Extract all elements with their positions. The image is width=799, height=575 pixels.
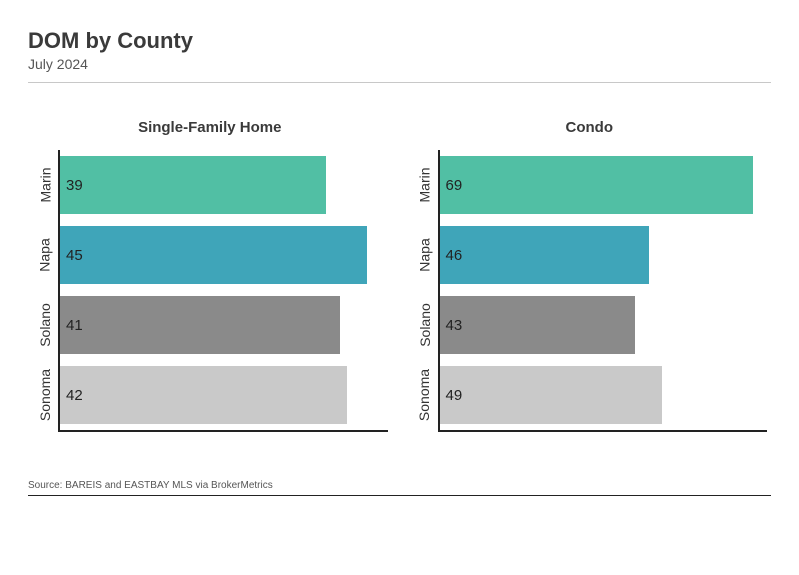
y-axis-label: Napa xyxy=(412,220,438,290)
bar-value: 41 xyxy=(66,317,83,334)
chart-panel: Condo Marin 69 Napa 46 Solano 43 Sonoma 49 xyxy=(412,119,768,432)
bar-track: 41 xyxy=(58,290,388,360)
bar-track: 69 xyxy=(438,150,768,220)
bar-value: 42 xyxy=(66,387,83,404)
bar: 43 xyxy=(440,296,636,354)
bar-row: Marin 39 xyxy=(32,150,388,220)
charts-container: Single-Family HomeMarin39Napa45Solano41S… xyxy=(28,119,771,432)
bar-value: 69 xyxy=(446,177,463,194)
y-axis-label: Sonoma xyxy=(412,360,438,430)
bar-track: 39 xyxy=(58,150,388,220)
source-text: Source: BAREIS and EASTBAY MLS via Broke… xyxy=(28,480,771,491)
bar: 46 xyxy=(440,226,649,284)
bar-track: 43 xyxy=(438,290,768,360)
y-axis-label: Sonoma xyxy=(32,360,58,430)
x-axis-baseline xyxy=(438,430,768,432)
title-block: DOM by County July 2024 xyxy=(28,28,771,72)
y-axis-label: Solano xyxy=(32,290,58,360)
x-axis-baseline xyxy=(58,430,388,432)
bar-value: 43 xyxy=(446,317,463,334)
y-axis-label: Solano xyxy=(412,290,438,360)
footer-rule xyxy=(28,495,771,496)
bar-row: Napa 45 xyxy=(32,220,388,290)
bar-row: Napa 46 xyxy=(412,220,768,290)
bar-row: Marin 69 xyxy=(412,150,768,220)
bar-value: 45 xyxy=(66,247,83,264)
bar-track: 45 xyxy=(58,220,388,290)
bar-row: Solano 41 xyxy=(32,290,388,360)
panel-title: Condo xyxy=(412,119,768,136)
bar-value: 39 xyxy=(66,177,83,194)
bar: 42 xyxy=(60,366,347,424)
bar-track: 46 xyxy=(438,220,768,290)
bar: 69 xyxy=(440,156,754,214)
bar: 45 xyxy=(60,226,367,284)
bar-track: 42 xyxy=(58,360,388,430)
bar: 49 xyxy=(440,366,663,424)
y-axis-label: Marin xyxy=(32,150,58,220)
y-axis-label: Napa xyxy=(32,220,58,290)
bar-row: Sonoma 42 xyxy=(32,360,388,430)
panel-title: Single-Family Home xyxy=(32,119,388,136)
bar-row: Solano 43 xyxy=(412,290,768,360)
bar: 39 xyxy=(60,156,326,214)
chart-title: DOM by County xyxy=(28,28,771,54)
chart-subtitle: July 2024 xyxy=(28,56,771,72)
y-axis-label: Marin xyxy=(412,150,438,220)
bar: 41 xyxy=(60,296,340,354)
bar-value: 46 xyxy=(446,247,463,264)
title-rule xyxy=(28,82,771,83)
chart-panel: Single-Family HomeMarin39Napa45Solano41S… xyxy=(32,119,388,432)
bar-track: 49 xyxy=(438,360,768,430)
bar-value: 49 xyxy=(446,387,463,404)
bar-row: Sonoma 49 xyxy=(412,360,768,430)
footer: Source: BAREIS and EASTBAY MLS via Broke… xyxy=(28,480,771,496)
